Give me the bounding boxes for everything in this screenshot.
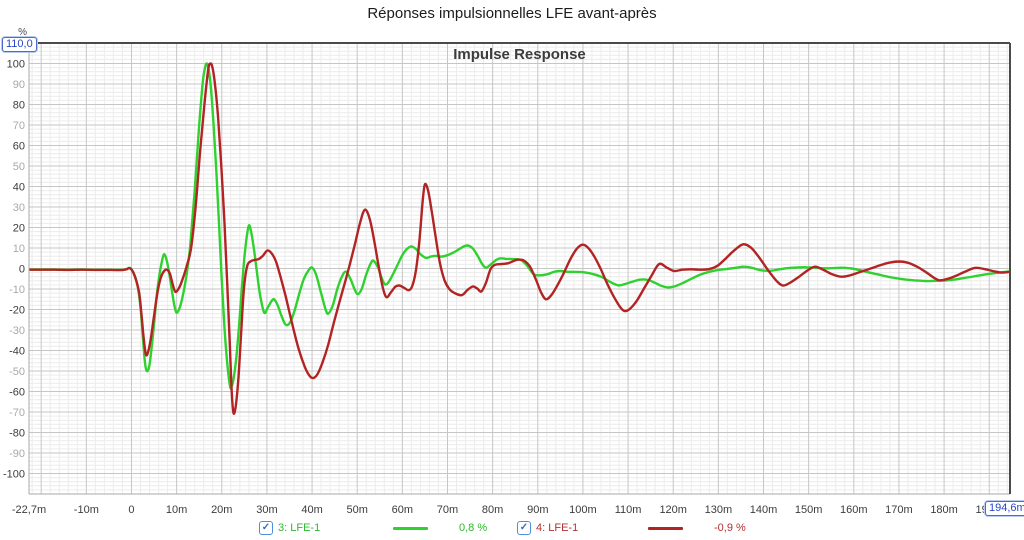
y-axis-tick-label: -50 xyxy=(9,366,25,378)
y-axis-tick-label: -40 xyxy=(9,346,25,358)
y-axis-tick-label: 40 xyxy=(13,182,25,194)
x-axis-tick-label: 120m xyxy=(659,504,687,516)
series-curves xyxy=(29,62,1010,415)
y-axis-tick-label: -60 xyxy=(9,387,25,399)
plot-border xyxy=(28,42,1011,495)
y-axis-tick-label: 80 xyxy=(13,100,25,112)
x-axis-tick-label: 20m xyxy=(211,504,232,516)
y-axis-max-field[interactable]: 110,0 xyxy=(2,37,37,52)
legend-swatch-red xyxy=(648,527,683,530)
x-axis-tick-label: -10m xyxy=(74,504,99,516)
legend-checkbox-lfe-3[interactable]: ✓ xyxy=(259,521,273,535)
y-axis-tick-label: -10 xyxy=(9,284,25,296)
y-axis-unit-label: % xyxy=(18,27,27,38)
legend-checkbox-lfe-4[interactable]: ✓ xyxy=(517,521,531,535)
x-axis-tick-label: 30m xyxy=(256,504,277,516)
legend-label-lfe-3: 3: LFE-1 xyxy=(278,522,321,534)
y-axis-tick-label: 50 xyxy=(13,161,25,173)
legend-percent-lfe-3: 0,8 % xyxy=(459,522,488,534)
x-axis-tick-label: 60m xyxy=(392,504,413,516)
y-axis-tick-label: 20 xyxy=(13,223,25,235)
x-axis-tick-label: 0 xyxy=(128,504,134,516)
y-axis-tick-label: 10 xyxy=(13,243,25,255)
chart-title: Impulse Response xyxy=(453,46,586,63)
x-axis-tick-label: 180m xyxy=(930,504,958,516)
page-title: Réponses impulsionnelles LFE avant-après xyxy=(367,5,657,22)
y-axis-tick-label: 60 xyxy=(13,141,25,153)
y-axis-tick-label: -30 xyxy=(9,325,25,337)
x-axis-tick-label: -22,7m xyxy=(12,504,46,516)
y-axis-tick-label: -100 xyxy=(3,469,25,481)
x-axis-tick-label: 130m xyxy=(705,504,733,516)
x-axis-tick-label: 50m xyxy=(347,504,368,516)
x-axis-max-field[interactable]: 194,6m xyxy=(985,501,1024,516)
x-axis-tick-label: 170m xyxy=(885,504,913,516)
x-axis-tick-label: 160m xyxy=(840,504,868,516)
y-axis-tick-label: 100 xyxy=(7,59,25,71)
x-axis-tick-label: 100m xyxy=(569,504,597,516)
y-axis-tick-label: -20 xyxy=(9,305,25,317)
x-axis-tick-label: 40m xyxy=(301,504,322,516)
y-axis-tick-label: -70 xyxy=(9,407,25,419)
grid-major xyxy=(29,43,1010,494)
y-axis-tick-label: -80 xyxy=(9,428,25,440)
x-axis-tick-label: 150m xyxy=(795,504,823,516)
x-axis-tick-label: 70m xyxy=(437,504,458,516)
legend-swatch-green xyxy=(393,527,428,530)
y-axis-tick-label: -90 xyxy=(9,448,25,460)
x-axis-tick-label: 10m xyxy=(166,504,187,516)
y-axis-tick-label: 30 xyxy=(13,202,25,214)
legend-label-lfe-4: 4: LFE-1 xyxy=(536,522,579,534)
x-axis-tick-label: 140m xyxy=(750,504,778,516)
series-path-red xyxy=(29,62,1010,415)
legend-percent-lfe-4: -0,9 % xyxy=(714,522,746,534)
axis-labels: 1009080706050403020100-10-20-30-40-50-60… xyxy=(3,59,1003,517)
x-axis-tick-label: 110m xyxy=(615,504,642,516)
y-axis-tick-label: 70 xyxy=(13,120,25,132)
x-axis-tick-label: 90m xyxy=(527,504,548,516)
series-path-green xyxy=(29,62,1010,390)
x-axis-tick-label: 80m xyxy=(482,504,503,516)
y-axis-tick-label: 90 xyxy=(13,79,25,91)
y-axis-tick-label: 0 xyxy=(19,264,25,276)
